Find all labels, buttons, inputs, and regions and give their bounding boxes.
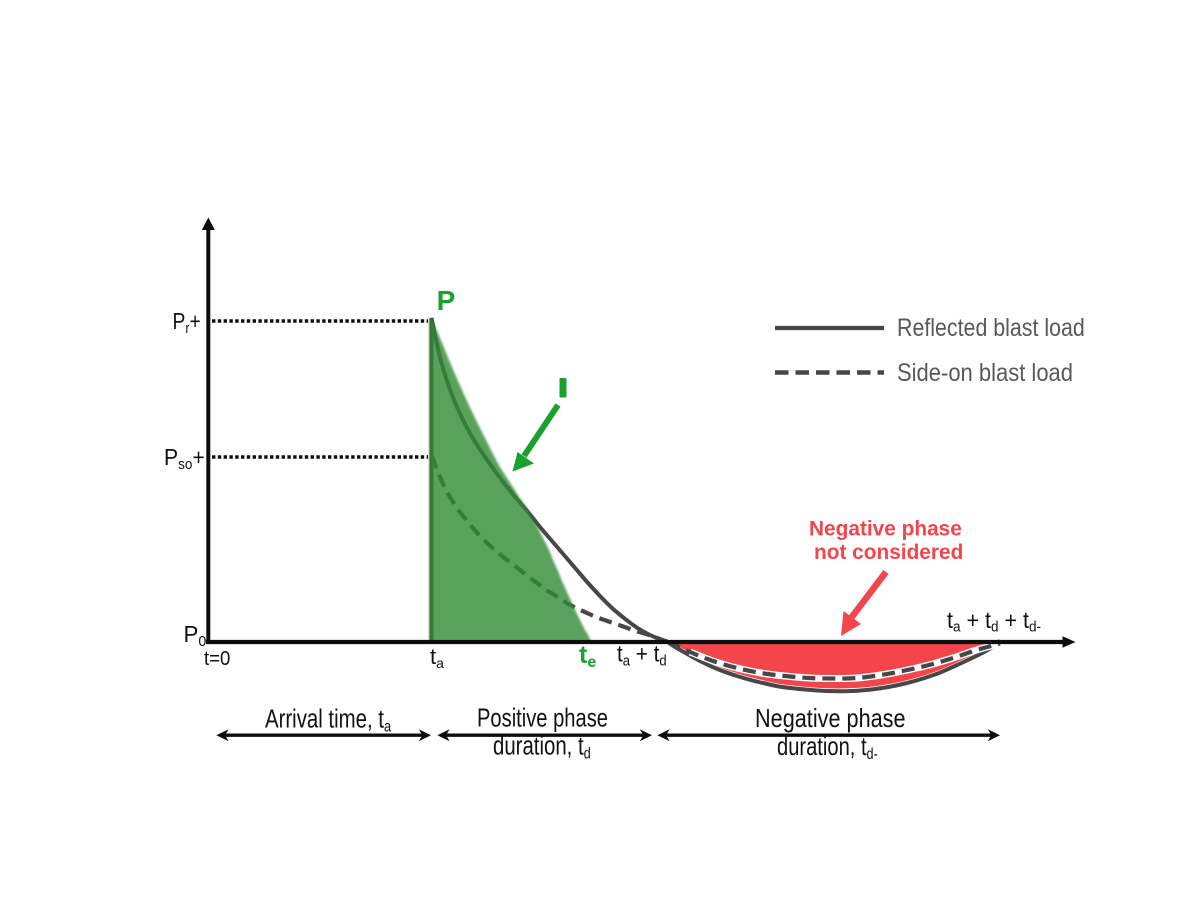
svg-text:Reflected blast load: Reflected blast load — [897, 313, 1085, 341]
svg-text:ta + td: ta + td — [617, 640, 667, 668]
svg-text:Side-on blast load: Side-on blast load — [897, 359, 1073, 387]
svg-text:duration, td: duration, td — [493, 731, 591, 763]
svg-text:Arrival time, ta: Arrival time, ta — [265, 704, 392, 736]
svg-text:Negative phase: Negative phase — [755, 705, 906, 733]
svg-text:Positive phase: Positive phase — [477, 703, 608, 732]
svg-text:P: P — [437, 285, 456, 316]
svg-text:not considered: not considered — [814, 541, 963, 564]
svg-text:Negative phase: Negative phase — [809, 517, 962, 540]
svg-text:t=0: t=0 — [204, 648, 230, 670]
svg-text:duration, td-: duration, td- — [777, 732, 878, 764]
